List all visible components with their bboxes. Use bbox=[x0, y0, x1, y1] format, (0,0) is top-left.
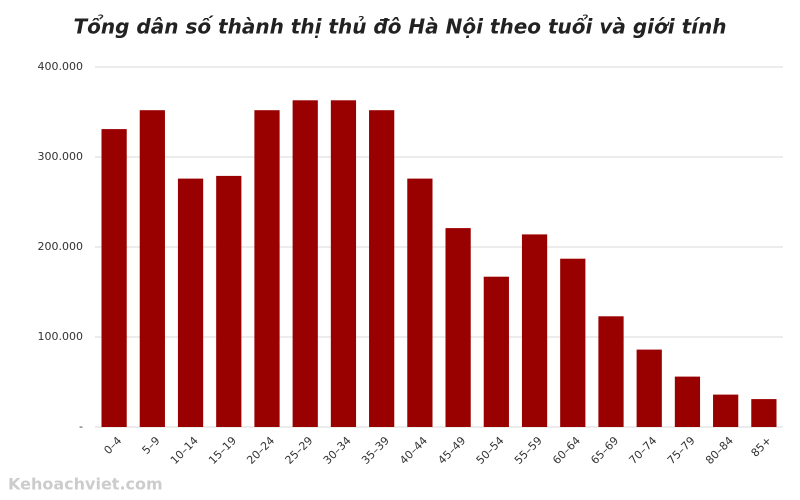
bar bbox=[751, 399, 777, 427]
x-tick-label: 65–69 bbox=[588, 434, 621, 467]
bar bbox=[177, 178, 204, 427]
y-tick-label: 300.000 bbox=[38, 150, 84, 163]
bar bbox=[483, 276, 509, 427]
x-tick-label: 30–34 bbox=[321, 434, 354, 467]
x-tick-label: 85+ bbox=[749, 434, 775, 460]
x-tick-label: 60–64 bbox=[550, 434, 583, 467]
chart-title: Tổng dân số thành thị thủ đô Hà Nội theo… bbox=[74, 15, 727, 39]
bar bbox=[713, 394, 739, 427]
y-tick-label: 400.000 bbox=[38, 60, 84, 73]
x-tick-label: 35–39 bbox=[359, 434, 392, 467]
bar bbox=[369, 110, 395, 427]
bar bbox=[445, 228, 471, 427]
y-tick-label: 200.000 bbox=[38, 240, 84, 253]
bar bbox=[139, 110, 165, 427]
bar bbox=[560, 258, 586, 427]
bar bbox=[521, 234, 548, 427]
bar bbox=[101, 129, 127, 427]
x-tick-label: 15–19 bbox=[206, 434, 239, 467]
x-tick-label: 5–9 bbox=[140, 434, 163, 457]
bar bbox=[407, 178, 433, 427]
x-tick-label: 50–54 bbox=[474, 434, 507, 467]
bar bbox=[330, 100, 357, 428]
x-tick-label: 25–29 bbox=[283, 434, 316, 467]
bar bbox=[216, 175, 242, 427]
x-tick-label: 55–59 bbox=[512, 434, 545, 467]
bar bbox=[254, 110, 280, 427]
bar bbox=[674, 376, 701, 427]
x-tick-label: 20–24 bbox=[244, 434, 277, 467]
x-tick-label: 75–79 bbox=[665, 434, 698, 467]
x-tick-label: 70–74 bbox=[627, 434, 660, 467]
bar bbox=[292, 100, 318, 428]
y-tick-label: - bbox=[79, 420, 83, 433]
x-tick-label: 0–4 bbox=[101, 434, 124, 457]
bar bbox=[636, 349, 662, 427]
x-tick-label: 45–49 bbox=[435, 434, 468, 467]
bar bbox=[598, 316, 624, 427]
x-tick-label: 80–84 bbox=[703, 434, 736, 467]
watermark: Kehoachviet.com bbox=[8, 475, 163, 494]
x-tick-label: 40–44 bbox=[397, 434, 430, 467]
x-tick-label: 10–14 bbox=[168, 434, 201, 467]
y-tick-label: 100.000 bbox=[38, 330, 84, 343]
